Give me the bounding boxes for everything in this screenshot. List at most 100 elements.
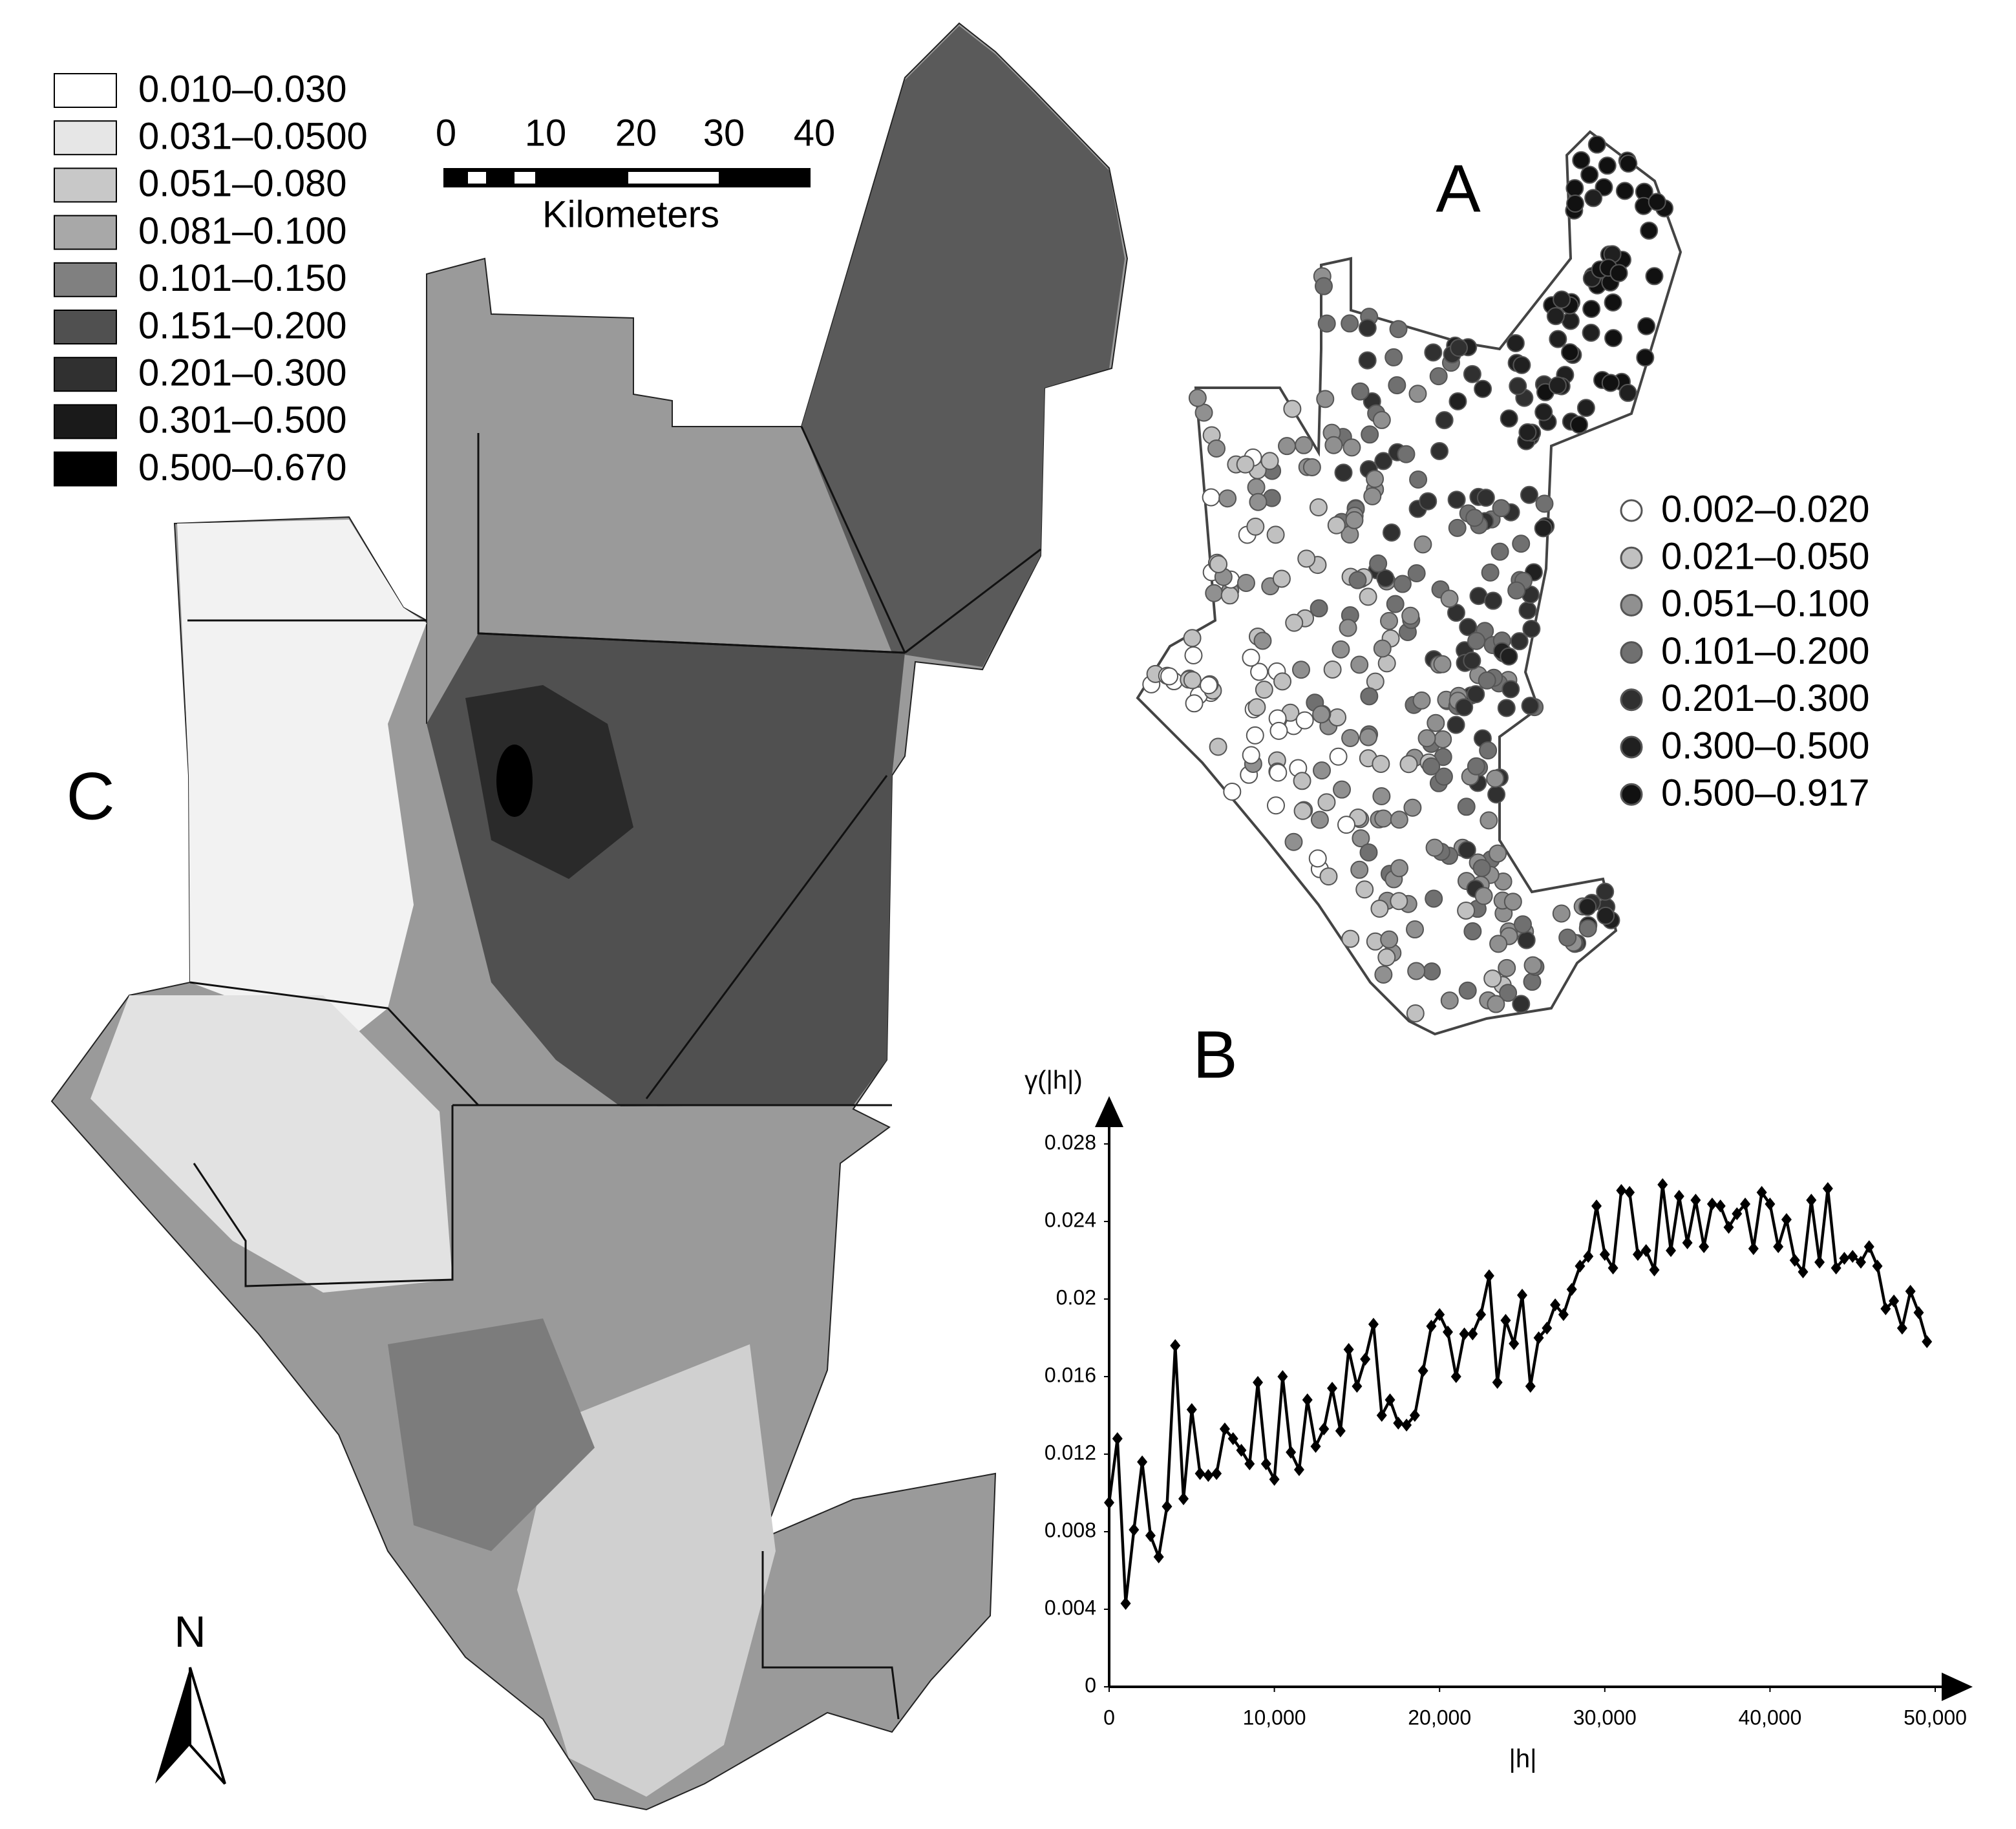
sample-point	[1342, 438, 1361, 457]
data-point	[1393, 1417, 1404, 1430]
data-point	[1905, 1285, 1916, 1298]
data-point	[1922, 1335, 1933, 1348]
sample-point	[1390, 859, 1408, 878]
legend-marker	[1620, 783, 1643, 806]
data-point	[1583, 1250, 1594, 1263]
sample-point	[1565, 179, 1584, 198]
data-point	[1137, 1455, 1148, 1468]
map-c-core	[465, 685, 633, 879]
sample-point	[1566, 194, 1585, 213]
map-a	[1136, 130, 1682, 1036]
data-point	[1830, 1262, 1841, 1274]
sample-point	[1269, 721, 1288, 740]
legend-swatch	[54, 262, 117, 297]
data-point	[1575, 1260, 1586, 1273]
sample-point	[1205, 584, 1224, 602]
sample-point	[1548, 376, 1567, 395]
sample-point	[1580, 165, 1599, 184]
north-arrow-half	[189, 1667, 226, 1785]
y-tick-label: 0	[1085, 1673, 1096, 1697]
data-point	[1236, 1444, 1247, 1457]
data-point	[1426, 1320, 1437, 1333]
data-point	[1657, 1178, 1668, 1191]
sample-point	[1440, 589, 1459, 608]
legend-swatch	[54, 167, 117, 203]
sample-point	[1584, 189, 1603, 207]
sample-point	[1380, 930, 1399, 949]
sample-point	[1478, 671, 1496, 690]
sample-point	[1372, 787, 1391, 806]
sample-point	[1481, 563, 1500, 582]
sample-point	[1489, 935, 1508, 953]
chart-title: B	[1193, 1017, 1237, 1092]
data-point	[1699, 1240, 1710, 1253]
data-point	[1260, 1457, 1271, 1470]
sample-point	[1497, 699, 1516, 717]
sample-point	[1491, 542, 1509, 561]
data-point	[1327, 1382, 1338, 1395]
sample-point	[1393, 575, 1412, 593]
x-tick-label: 20,000	[1408, 1706, 1471, 1729]
sample-point	[1484, 591, 1503, 610]
sample-point	[1618, 383, 1637, 402]
sample-point	[1351, 382, 1370, 401]
data-point	[1178, 1492, 1189, 1505]
sample-point	[1376, 569, 1395, 587]
sample-point	[1317, 793, 1336, 812]
sample-point	[1242, 648, 1260, 667]
data-point	[1459, 1327, 1470, 1340]
sample-point	[1609, 264, 1628, 282]
x-axis-arrow	[1942, 1673, 1973, 1701]
data-point	[1483, 1269, 1494, 1282]
y-tick-label: 0.016	[1045, 1363, 1096, 1386]
sample-point	[1246, 517, 1265, 536]
sample-point	[1382, 523, 1401, 542]
data-point	[1401, 1419, 1412, 1432]
sample-point	[1549, 330, 1567, 348]
legend-label: 0.051–0.100	[1661, 583, 1870, 625]
legend-c: 0.010–0.030 0.031–0.0500 0.051–0.080 0.081–…	[54, 68, 368, 489]
sample-point	[1582, 323, 1600, 342]
data-point	[1153, 1550, 1164, 1563]
sample-point	[1361, 425, 1379, 444]
legend-swatch	[54, 73, 117, 108]
sample-point	[1578, 898, 1597, 916]
x-axis-label: |h|	[1509, 1745, 1536, 1773]
sample-point	[1250, 662, 1269, 681]
data-point	[1120, 1597, 1131, 1610]
sample-point	[1425, 889, 1443, 908]
data-point	[1880, 1302, 1891, 1315]
sample-point	[1509, 377, 1527, 396]
sample-point	[1447, 491, 1466, 509]
north-arrow: N	[155, 1607, 226, 1785]
sample-point	[1266, 525, 1285, 544]
sample-point	[1406, 1004, 1425, 1022]
data-point	[1765, 1198, 1776, 1211]
data-point	[1509, 1337, 1520, 1350]
legend-swatch	[54, 310, 117, 344]
sample-point	[1463, 922, 1482, 941]
panel-label: C	[66, 759, 114, 834]
sample-point	[1267, 796, 1286, 815]
legend-label: 0.031–0.0500	[138, 116, 368, 158]
data-point	[1517, 1289, 1527, 1302]
sample-point	[1236, 573, 1255, 592]
y-tick-label: 0.004	[1045, 1596, 1096, 1619]
scale-tick-label: 20	[615, 112, 657, 154]
legend-swatch	[54, 357, 117, 392]
data-point	[1269, 1473, 1280, 1486]
sample-point	[1185, 694, 1204, 713]
data-point	[1286, 1446, 1297, 1459]
data-point	[1814, 1256, 1825, 1269]
sample-point	[1272, 569, 1291, 588]
sample-point	[1534, 519, 1553, 538]
legend-swatch	[54, 120, 117, 156]
sample-point	[1648, 193, 1666, 211]
sample-point	[1218, 489, 1237, 508]
data-point	[1368, 1318, 1379, 1331]
sample-point	[1247, 698, 1266, 717]
data-point	[1219, 1422, 1230, 1435]
scale-unit: Kilometers	[542, 193, 719, 235]
data-point	[1723, 1221, 1734, 1234]
data-point	[1682, 1236, 1693, 1249]
